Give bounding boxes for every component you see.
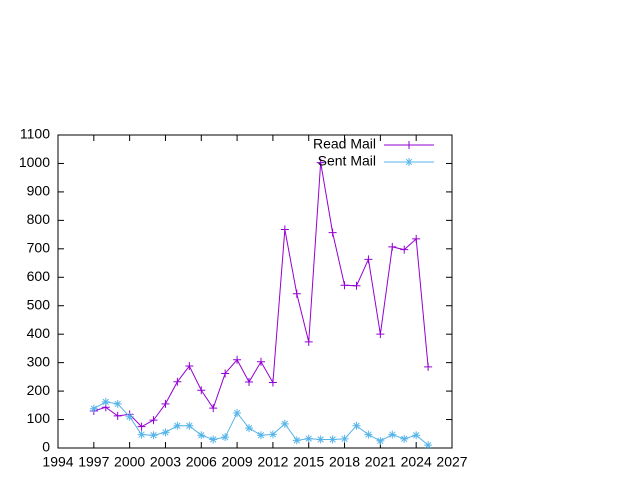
point-marker (412, 234, 421, 243)
point-marker (113, 399, 122, 408)
point-marker (185, 421, 194, 430)
y-tick-label: 100 (27, 410, 51, 426)
point-marker (161, 399, 170, 408)
x-tick-label: 2012 (257, 454, 288, 470)
point-marker (268, 430, 277, 439)
point-marker (292, 289, 301, 298)
point-marker (149, 431, 158, 440)
point-marker (292, 436, 301, 445)
x-tick-label: 1997 (78, 454, 109, 470)
point-marker (280, 419, 289, 428)
point-marker (197, 431, 206, 440)
y-tick-label: 0 (42, 439, 50, 455)
point-marker (400, 245, 409, 254)
point-marker (173, 377, 182, 386)
point-marker (268, 378, 277, 387)
x-tick-label: 2024 (401, 454, 432, 470)
point-marker (245, 377, 254, 386)
point-marker (424, 441, 433, 450)
x-tick-label: 2027 (436, 454, 467, 470)
x-tick-label: 2015 (293, 454, 324, 470)
point-marker (233, 355, 242, 364)
point-marker (125, 412, 134, 421)
point-marker (256, 431, 265, 440)
point-marker (316, 435, 325, 444)
point-marker (101, 397, 110, 406)
x-tick-label: 2021 (365, 454, 396, 470)
point-marker (304, 434, 313, 443)
point-marker (113, 411, 122, 420)
point-marker (352, 281, 361, 290)
x-tick-label: 2006 (186, 454, 217, 470)
point-marker (149, 416, 158, 425)
x-tick-label: 2009 (222, 454, 253, 470)
y-tick-label: 1100 (20, 126, 50, 142)
point-marker (137, 430, 146, 439)
y-tick-label: 200 (27, 382, 51, 398)
point-marker (388, 242, 397, 251)
point-marker (364, 430, 373, 439)
point-marker (412, 431, 421, 440)
legend-marker (405, 158, 413, 166)
point-marker (352, 421, 361, 430)
point-marker (89, 404, 98, 413)
x-tick-label: 2003 (150, 454, 181, 470)
point-marker (328, 228, 337, 237)
point-marker (388, 430, 397, 439)
point-marker (173, 421, 182, 430)
plot-border (57, 134, 453, 449)
point-marker (340, 281, 349, 290)
point-marker (340, 434, 349, 443)
y-tick-label: 500 (27, 296, 51, 312)
point-marker (161, 428, 170, 437)
point-marker (376, 330, 385, 339)
point-marker (137, 422, 146, 431)
legend-label: Sent Mail (318, 153, 376, 169)
point-marker (256, 357, 265, 366)
point-marker (316, 158, 325, 167)
x-tick-label: 2018 (329, 454, 360, 470)
point-marker (209, 404, 218, 413)
point-marker (280, 225, 289, 234)
legend-marker (405, 141, 413, 149)
x-tick-label: 1994 (42, 454, 73, 470)
point-marker (233, 409, 242, 418)
legend-label: Read Mail (313, 136, 376, 152)
y-tick-label: 600 (27, 268, 51, 284)
point-marker (328, 435, 337, 444)
point-marker (209, 435, 218, 444)
point-marker (304, 337, 313, 346)
point-marker (197, 386, 206, 395)
point-marker (364, 255, 373, 264)
point-marker (221, 433, 230, 442)
point-marker (245, 424, 254, 433)
y-tick-label: 1000 (19, 154, 50, 170)
y-tick-label: 400 (27, 325, 51, 341)
point-marker (376, 436, 385, 445)
point-marker (185, 362, 194, 371)
x-tick-label: 2000 (114, 454, 145, 470)
point-marker (221, 369, 230, 378)
y-tick-label: 700 (27, 240, 51, 256)
point-marker (400, 434, 409, 443)
y-tick-label: 800 (27, 211, 51, 227)
y-tick-label: 300 (27, 353, 51, 369)
point-marker (424, 362, 433, 371)
y-tick-label: 900 (27, 183, 51, 199)
series-line (93, 162, 429, 428)
